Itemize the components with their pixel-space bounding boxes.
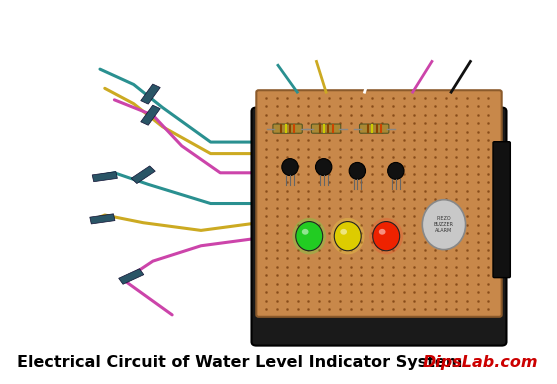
Ellipse shape bbox=[349, 162, 365, 179]
Polygon shape bbox=[90, 214, 115, 224]
Ellipse shape bbox=[388, 162, 404, 179]
Ellipse shape bbox=[331, 218, 365, 255]
FancyBboxPatch shape bbox=[493, 142, 510, 278]
Ellipse shape bbox=[422, 200, 466, 250]
Ellipse shape bbox=[282, 159, 298, 175]
Polygon shape bbox=[141, 84, 160, 104]
FancyBboxPatch shape bbox=[311, 124, 341, 133]
FancyBboxPatch shape bbox=[252, 108, 506, 346]
Ellipse shape bbox=[302, 229, 309, 235]
FancyBboxPatch shape bbox=[273, 124, 302, 133]
FancyBboxPatch shape bbox=[256, 90, 502, 317]
Ellipse shape bbox=[334, 222, 361, 251]
Ellipse shape bbox=[296, 222, 323, 251]
Ellipse shape bbox=[292, 218, 326, 255]
Ellipse shape bbox=[315, 159, 332, 175]
Text: Electrical Circuit of Water Level Indicator System: Electrical Circuit of Water Level Indica… bbox=[17, 355, 462, 371]
Polygon shape bbox=[119, 269, 144, 284]
Text: PIEZO
BUZZER
ALARM: PIEZO BUZZER ALARM bbox=[434, 216, 454, 233]
Text: DipsLab.com: DipsLab.com bbox=[422, 355, 538, 371]
Ellipse shape bbox=[369, 218, 403, 255]
Ellipse shape bbox=[379, 229, 385, 235]
Polygon shape bbox=[141, 105, 160, 125]
FancyBboxPatch shape bbox=[359, 124, 389, 133]
Ellipse shape bbox=[340, 229, 347, 235]
Ellipse shape bbox=[373, 222, 400, 251]
Polygon shape bbox=[131, 166, 155, 184]
Polygon shape bbox=[92, 172, 118, 182]
